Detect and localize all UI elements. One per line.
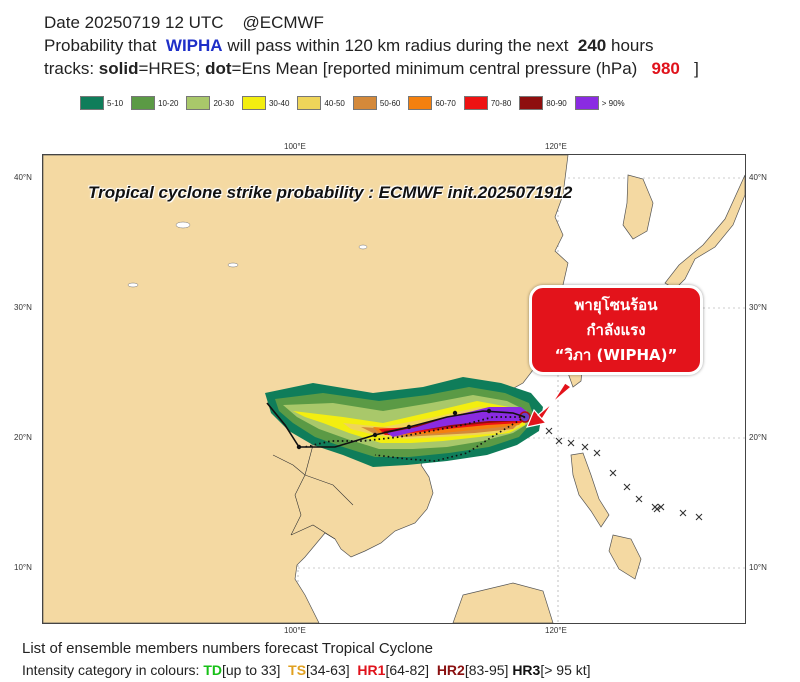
td-label: TD [203,662,222,678]
lat-label-30n-right: 30°N [749,303,767,312]
lat-label-40n-right: 40°N [749,173,767,182]
ecmwf-handle: @ECMWF [242,13,324,32]
pressure-value: 980 [651,59,680,78]
legend-swatch [186,96,211,110]
lat-label-10n-right: 10°N [749,563,767,572]
legend-item: 5-10 [80,96,123,110]
lon-label-100e-bottom: 100°E [284,626,306,635]
lon-label-120e-bottom: 120°E [545,626,567,635]
legend-label: 70-80 [490,98,512,108]
callout-line-1: พายุโซนร้อน [574,295,658,314]
map-title: Tropical cyclone strike probability : EC… [88,183,573,202]
legend-item: 20-30 [186,96,234,110]
legend-swatch [131,96,156,110]
legend-item: 40-50 [297,96,345,110]
solid-label: solid [98,59,139,78]
past-track-crosses [545,427,703,521]
ens-member-track [374,416,526,462]
lat-label-30n-left: 30°N [14,303,32,312]
lat-label-20n-right: 20°N [749,433,767,442]
hr2-label: HR2 [436,662,465,678]
legend-item: 80-90 [519,96,567,110]
dot-label: dot [205,59,232,78]
hours-value: 240 [577,36,607,55]
callout-arrow [526,382,572,428]
legend-label: 40-50 [324,98,345,108]
ens-mean-label: =Ens Mean [reported minimum central pres… [231,59,638,78]
legend-item: > 90% [574,96,625,110]
callout-line-3: “วิภา (WIPHA)” [554,345,678,364]
hours-suffix: hours [611,36,654,55]
bracket-close: ] [694,59,699,78]
ts-range: [34-63] [306,662,350,678]
legend-label: 50-60 [379,98,401,108]
legend-swatch [519,96,544,110]
legend-item: 60-70 [408,96,456,110]
legend-item: 70-80 [463,96,512,110]
legend-swatch [463,96,488,110]
legend-label: 5-10 [107,98,124,108]
callout-line-2: กำลังแรง [586,320,646,339]
date-text: Date 20250719 12 UTC [44,13,224,32]
legend-label: 60-70 [435,98,456,108]
radius-text: will pass within 120 km radius during th… [227,36,569,55]
hres-track-points [296,408,492,450]
lon-label-100e-top: 100°E [284,142,306,151]
legend-swatch [297,96,322,110]
probability-text: Probability that [44,36,157,55]
ens-mean-track [304,416,525,448]
legend-swatch [80,96,104,110]
lakes [127,221,368,288]
hres-track [266,402,526,448]
philippines [570,452,642,580]
legend-label: 30-40 [268,98,290,108]
storm-name: WIPHA [165,36,223,55]
legend-swatch [352,96,377,110]
lat-label-20n-left: 20°N [14,433,32,442]
legend-label: > 90% [601,98,625,108]
borneo [452,582,554,623]
intensity-prefix: Intensity category in colours: [22,662,200,678]
lat-label-40n-left: 40°N [14,173,32,182]
hr2-range: [83-95] [464,662,509,678]
legend-label: 80-90 [546,98,567,108]
td-range: [up to 33] [221,662,281,678]
legend-swatch [574,96,599,110]
map-svg [43,155,745,623]
legend-item: 50-60 [352,96,401,110]
header-line-3: tracks: solid=HRES; dot=Ens Mean [report… [44,58,699,80]
hres-label: =HRES; [138,59,201,78]
lon-label-120e-top: 120°E [545,142,567,151]
header-line-1: Date 20250719 12 UTC @ECMWF [44,12,324,34]
hr3-range: [> 95 kt] [540,662,591,678]
swath-above-90 [387,407,529,437]
storm-callout: พายุโซนร้อน กำลังแรง “วิภา (WIPHA)” [529,285,703,375]
legend-label: 20-30 [213,98,234,108]
footer-line-1: List of ensemble members numbers forecas… [22,640,434,657]
probability-swath [265,377,543,467]
legend-item: 30-40 [241,96,290,110]
hr1-label: HR1 [357,662,386,678]
footer-line-2: Intensity category in colours: TD[up to … [22,662,591,678]
header-line-2: Probability that WIPHA will pass within … [44,35,654,57]
ts-label: TS [288,662,307,678]
map-panel [42,154,746,624]
probability-legend: 5-10 10-20 20-30 30-40 40-50 50-60 60-70 70-80 8… [80,96,633,110]
legend-item: 10-20 [131,96,178,110]
tracks-label: tracks: [44,59,95,78]
hr1-range: [64-82] [385,662,430,678]
korea [622,174,654,240]
legend-swatch [408,96,433,110]
legend-label: 10-20 [158,98,179,108]
hr3-label: HR3 [512,662,541,678]
lat-label-10n-left: 10°N [14,563,32,572]
legend-swatch [241,96,266,110]
